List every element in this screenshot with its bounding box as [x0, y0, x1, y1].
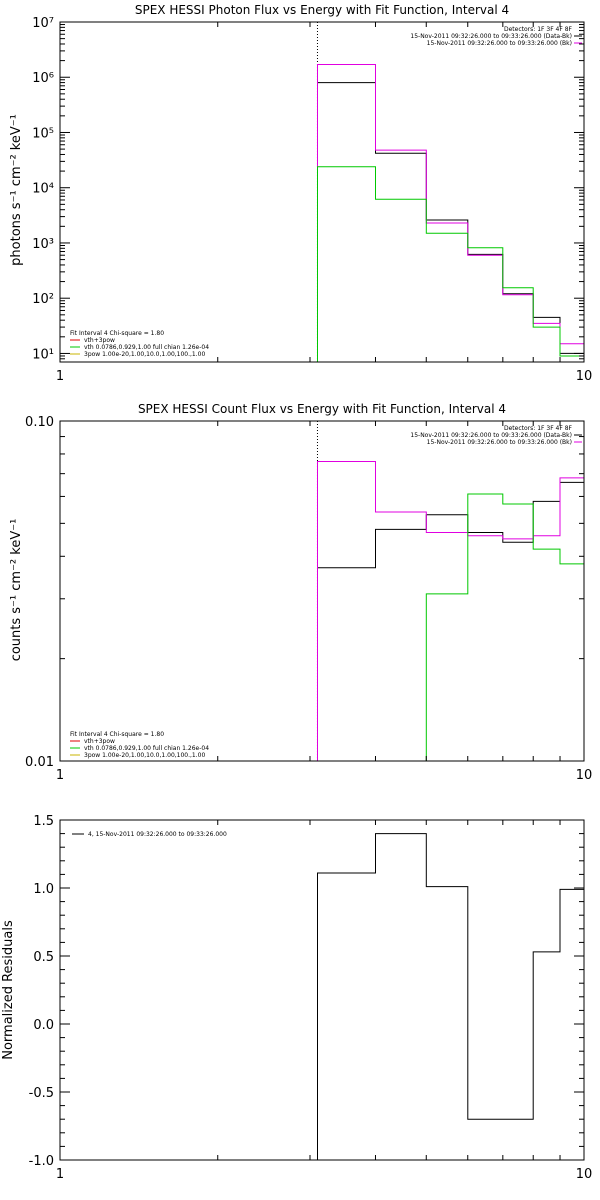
y-tick-label: 10² [32, 292, 54, 307]
panel1-fit-header: Fit Interval 4 Chi-square = 1.80 [70, 330, 164, 337]
panel2-fit-line-3: 3pow 1.00e-20,1.00,10.0,1.00,100.,1.00 [84, 752, 205, 759]
panel2-title: SPEX HESSI Count Flux vs Energy with Fit… [138, 402, 506, 416]
residuals-panel: Normalized Residuals 1 10 -1.0 -0.5 0.0 0.5 1.… [1, 814, 592, 1182]
panel3-y-axis-label: Normalized Residuals [1, 920, 16, 1060]
panel2-marks [316, 421, 585, 762]
x-tick-label: 10 [576, 1167, 593, 1182]
panel2-legend-detectors: Detectors: 1F 3F 4F 8F [504, 425, 573, 432]
series-0-line [317, 82, 585, 362]
x-tick-label: 1 [56, 369, 64, 384]
series-1-line [317, 461, 585, 761]
panel3-plot-frame [59, 819, 585, 1161]
y-tick-label: 0.01 [25, 755, 54, 770]
panel3-marks [317, 833, 585, 1160]
count-flux-panel: SPEX HESSI Count Flux vs Energy with Fit… [9, 402, 592, 783]
series-2-line [317, 166, 585, 362]
y-tick-label: 10⁶ [32, 71, 54, 86]
panel1-fit-line-3: 3pow 1.00e-20,1.00,10.0,1.00,100.,1.00 [84, 351, 205, 358]
y-tick-label: 10³ [32, 237, 54, 252]
panel1-plot-frame [59, 21, 585, 363]
series-2-line [317, 493, 585, 762]
y-tick-label: 10⁷ [32, 16, 54, 31]
panel1-fit-line-1: vth+3pow [84, 337, 115, 344]
x-tick-label: 1 [56, 768, 64, 783]
y-tick-label: 10⁵ [32, 126, 54, 141]
y-tick-label: 0.10 [25, 415, 54, 430]
photon-flux-panel: SPEX HESSI Photon Flux vs Energy with Fi… [9, 3, 592, 384]
y-tick-label: 0.0 [33, 1018, 54, 1033]
panel1-legend-data-bk: 15-Nov-2011 09:32:26.000 to 09:33:26.000… [410, 33, 572, 40]
y-tick-label: 10¹ [32, 347, 54, 362]
y-tick-label: 1.0 [33, 882, 54, 897]
panel1-legend-detectors: Detectors: 1F 3F 4F 8F [504, 26, 573, 33]
panel2-ticks: 1 10 0.01 0.10 [25, 415, 592, 783]
x-tick-label: 1 [56, 1167, 64, 1182]
panel1-ticks: 1 10 10¹ 10² 10³ 10⁴ 10⁵ 10⁶ 10⁷ [32, 16, 592, 384]
panel1-title: SPEX HESSI Photon Flux vs Energy with Fi… [135, 3, 509, 17]
panel2-fit-header: Fit Interval 4 Chi-square = 1.80 [70, 731, 164, 738]
panel1-marks [316, 22, 585, 362]
panel2-y-axis-label: counts s⁻¹ cm⁻² keV⁻¹ [9, 519, 24, 662]
y-tick-label: 10⁴ [32, 182, 54, 197]
y-tick-label: -1.0 [29, 1154, 54, 1169]
x-tick-label: 10 [576, 768, 593, 783]
series-0-line [317, 481, 585, 761]
panel2-fit-line-2: vth 0.0786,0.929,1.00 full chian 1.26e-0… [84, 745, 209, 752]
y-tick-label: 0.5 [33, 950, 54, 965]
panel1-legend-bk: 15-Nov-2011 09:32:26.000 to 09:33:26.000… [427, 40, 572, 47]
panel3-ticks: 1 10 -1.0 -0.5 0.0 0.5 1.0 1.5 [29, 814, 593, 1182]
y-tick-label: 1.5 [33, 814, 54, 829]
panel1-fit-line-2: vth 0.0786,0.929,1.00 full chian 1.26e-0… [84, 344, 209, 351]
panel2-fit-line-1: vth+3pow [84, 738, 115, 745]
y-tick-label: -0.5 [29, 1086, 54, 1101]
panel1-y-axis-label: photons s⁻¹ cm⁻² keV⁻¹ [9, 114, 24, 266]
panel2-plot-frame [59, 420, 585, 762]
series-0-line [317, 833, 585, 1160]
panel3-legend: 4, 15-Nov-2011 09:32:26.000 to 09:33:26.… [88, 831, 227, 838]
panel2-legend-bk: 15-Nov-2011 09:32:26.000 to 09:33:26.000… [427, 439, 572, 446]
panel2-legend-data-bk: 15-Nov-2011 09:32:26.000 to 09:33:26.000… [410, 432, 572, 439]
x-tick-label: 10 [576, 369, 593, 384]
